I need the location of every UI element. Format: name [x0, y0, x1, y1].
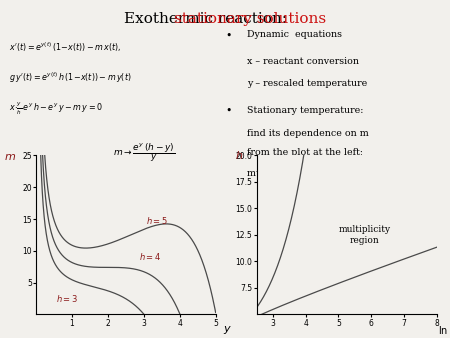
Text: $h$: $h$ — [235, 149, 243, 161]
Text: $h = 4$: $h = 4$ — [139, 251, 161, 262]
Text: Dynamic  equations: Dynamic equations — [247, 30, 342, 40]
Text: from the plot at the left;: from the plot at the left; — [247, 148, 363, 158]
Text: $m$: $m$ — [4, 152, 16, 162]
Text: multiple solutions at h > 4: multiple solutions at h > 4 — [247, 169, 375, 178]
Text: Stationary temperature:: Stationary temperature: — [247, 106, 364, 115]
Text: •: • — [225, 30, 231, 41]
Text: stationary solutions: stationary solutions — [174, 12, 326, 26]
Text: $x'(t) = e^{y(t)}\,(1\!-\!x(t)) - m\,x(t),$: $x'(t) = e^{y(t)}\,(1\!-\!x(t)) - m\,x(t… — [9, 41, 122, 54]
Text: •: • — [225, 106, 231, 116]
Text: y – rescaled temperature: y – rescaled temperature — [247, 79, 367, 88]
Text: $g\,y'(t) = e^{y(t)}\,h\,(1\!-\!x(t)) - m\,y(t)$: $g\,y'(t) = e^{y(t)}\,h\,(1\!-\!x(t)) - … — [9, 71, 131, 85]
Text: $x\!\cdot\!\frac{y}{h}\,e^y\,h - e^y\,y - m\,y = 0$: $x\!\cdot\!\frac{y}{h}\,e^y\,h - e^y\,y … — [9, 101, 103, 117]
Text: $\ln\,m$: $\ln\,m$ — [438, 324, 450, 336]
Text: multiplicity
region: multiplicity region — [338, 225, 391, 245]
Text: $y$: $y$ — [223, 324, 232, 336]
Text: Exothermic reaction:: Exothermic reaction: — [124, 12, 292, 26]
Text: find its dependence on m: find its dependence on m — [247, 129, 369, 138]
Text: $h = 5$: $h = 5$ — [146, 215, 168, 226]
Text: $m \to \dfrac{e^y\,(h-y)}{y}$: $m \to \dfrac{e^y\,(h-y)}{y}$ — [113, 141, 175, 164]
Text: $h = 3$: $h = 3$ — [56, 293, 78, 304]
Text: x – reactant conversion: x – reactant conversion — [247, 57, 359, 66]
